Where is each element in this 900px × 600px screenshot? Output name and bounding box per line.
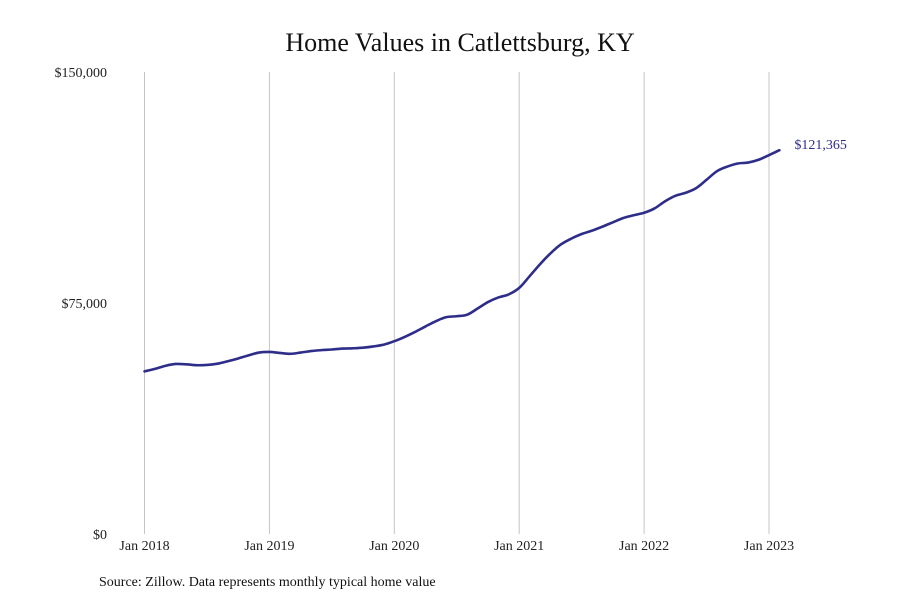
source-note: Source: Zillow. Data represents monthly … bbox=[99, 575, 436, 590]
x-tick-label: Jan 2022 bbox=[619, 539, 669, 554]
x-tick-label: Jan 2023 bbox=[744, 539, 794, 554]
x-tick-label: Jan 2018 bbox=[119, 539, 169, 554]
x-axis-ticks: Jan 2018 Jan 2019 Jan 2020 Jan 2021 Jan 2022… bbox=[119, 539, 794, 554]
y-tick-label: $150,000 bbox=[55, 66, 108, 81]
x-tick-label: Jan 2019 bbox=[244, 539, 294, 554]
y-tick-label: $75,000 bbox=[62, 297, 108, 312]
y-axis-ticks: $0 $75,000 $150,000 bbox=[55, 66, 108, 543]
chart-title: Home Values in Catlettsburg, KY bbox=[285, 28, 635, 57]
x-tick-label: Jan 2020 bbox=[369, 539, 419, 554]
y-tick-label: $0 bbox=[93, 528, 107, 543]
gridlines bbox=[144, 72, 770, 534]
series-line bbox=[143, 148, 781, 373]
x-tick-label: Jan 2021 bbox=[494, 539, 544, 554]
end-value-label: $121,365 bbox=[794, 138, 847, 153]
series-layer: $121,365 bbox=[143, 138, 847, 373]
